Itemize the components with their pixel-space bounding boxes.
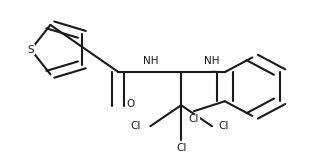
Text: O: O	[126, 99, 134, 109]
Text: Cl: Cl	[176, 143, 186, 153]
Text: Cl: Cl	[189, 114, 199, 124]
Text: S: S	[28, 45, 34, 55]
Text: NH: NH	[204, 56, 220, 66]
Text: NH: NH	[143, 56, 158, 66]
Text: Cl: Cl	[218, 121, 229, 131]
Text: Cl: Cl	[131, 121, 141, 131]
